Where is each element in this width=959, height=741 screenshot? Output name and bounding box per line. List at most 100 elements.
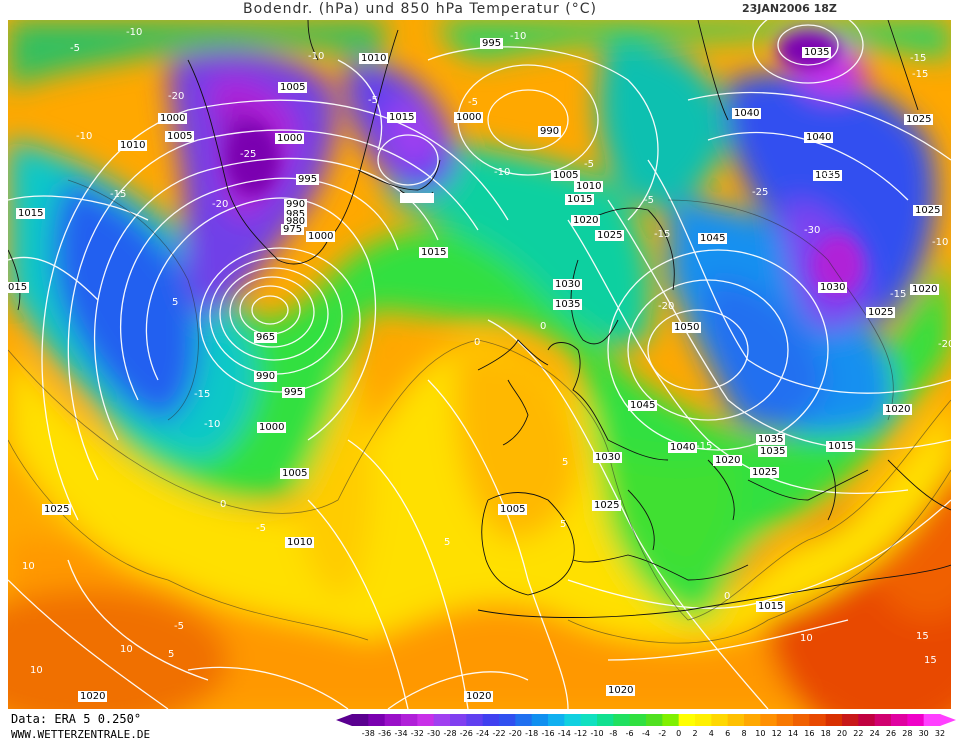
isotherm-label: -5 bbox=[584, 159, 594, 170]
isotherm-label: -15 bbox=[912, 69, 929, 80]
legend-tick-label: -38 bbox=[361, 729, 375, 738]
isobar-label: 1035 bbox=[813, 170, 843, 181]
isobar-label: 1015 bbox=[826, 441, 856, 452]
ice-patch bbox=[400, 193, 434, 203]
isobar-label: 1005 bbox=[551, 170, 581, 181]
legend-swatch bbox=[711, 714, 729, 726]
isotherm-label: -10 bbox=[494, 167, 511, 178]
legend-swatch bbox=[727, 714, 745, 726]
isobar-label: 980 bbox=[284, 216, 308, 227]
isobar-label: 1030 bbox=[553, 279, 583, 290]
isobar-label: 1025 bbox=[913, 205, 943, 216]
isobar-label: 1025 bbox=[595, 230, 625, 241]
isotherm-label: -5 bbox=[644, 195, 654, 206]
isotherm-label: 0 bbox=[474, 337, 481, 348]
legend-swatch bbox=[499, 714, 516, 726]
legend-swatch bbox=[368, 714, 386, 726]
legend-swatch bbox=[384, 714, 402, 726]
legend-tick-label: -18 bbox=[525, 729, 539, 738]
isobar-label: 1015 bbox=[16, 208, 46, 219]
isotherm-label: 0 bbox=[540, 321, 547, 332]
legend-tick-label: -26 bbox=[459, 729, 473, 738]
isobar-label: 1000 bbox=[158, 113, 188, 124]
isobar-label: 1025 bbox=[866, 307, 896, 318]
coastlines bbox=[8, 20, 951, 618]
isobar-label: 1000 bbox=[257, 422, 287, 433]
isobar-label: 1015 bbox=[756, 601, 786, 612]
isotherm-label: -25 bbox=[752, 187, 769, 198]
legend-swatch bbox=[352, 714, 369, 726]
isotherm-label: -20 bbox=[658, 301, 675, 312]
isotherm-label: -20 bbox=[212, 199, 229, 210]
isobar-label: 1035 bbox=[758, 446, 788, 457]
legend-tick-label: 0 bbox=[676, 729, 682, 738]
isobar-label: 995 bbox=[480, 38, 504, 49]
legend-tick-label: 28 bbox=[902, 729, 913, 738]
data-source-label: Data: ERA 5 0.250° bbox=[11, 712, 142, 726]
isotherm-label: -5 bbox=[468, 97, 478, 108]
legend-arrow-right bbox=[940, 714, 956, 726]
isobar-label: 1000 bbox=[454, 112, 484, 123]
isobar-label: 1000 bbox=[275, 133, 305, 144]
isobar-label: 1025 bbox=[904, 114, 934, 125]
isotherm-label: -35 bbox=[820, 169, 837, 180]
isobar-label: 015 bbox=[8, 282, 30, 293]
legend-tick-label: -32 bbox=[410, 729, 424, 738]
legend-tick-label: -16 bbox=[541, 729, 555, 738]
isotherm-label: -20 bbox=[168, 91, 185, 102]
isobar-label: 1015 bbox=[419, 247, 449, 258]
isobar-label: 975 bbox=[281, 224, 305, 235]
legend-tick-label: 2 bbox=[692, 729, 698, 738]
isobar-label: 1030 bbox=[593, 452, 623, 463]
legend-tick-label: 30 bbox=[918, 729, 929, 738]
isobar-label: 1005 bbox=[280, 468, 310, 479]
isotherm-label: 15 bbox=[916, 631, 929, 642]
isobar-label: 1010 bbox=[118, 140, 148, 151]
isobar-label: 1020 bbox=[464, 691, 494, 702]
legend-arrow-left bbox=[336, 714, 352, 726]
legend-swatch bbox=[433, 714, 451, 726]
isobar-label: 1040 bbox=[668, 442, 698, 453]
legend-swatch bbox=[825, 714, 843, 726]
legend-swatch bbox=[401, 714, 418, 726]
isotherm-label: -5 bbox=[368, 95, 378, 106]
isotherm-label: -5 bbox=[174, 621, 184, 632]
legend-tick-label: -12 bbox=[574, 729, 588, 738]
isobar-label: 995 bbox=[282, 387, 306, 398]
legend-swatch bbox=[793, 714, 810, 726]
isotherm-label: -15 bbox=[910, 53, 927, 64]
legend-tick-label: 8 bbox=[741, 729, 747, 738]
legend-swatch bbox=[744, 714, 761, 726]
legend-tick-label: 24 bbox=[869, 729, 880, 738]
isotherm-label: -5 bbox=[70, 43, 80, 54]
legend-tick-label: 4 bbox=[708, 729, 714, 738]
legend-tick-label: 18 bbox=[820, 729, 831, 738]
isotherm-label: -15 bbox=[654, 229, 671, 240]
legend-tick-label: -30 bbox=[427, 729, 441, 738]
legend-swatch bbox=[891, 714, 908, 726]
isobar-label: 1020 bbox=[78, 691, 108, 702]
legend-swatch bbox=[515, 714, 533, 726]
legend-tick-label: -28 bbox=[443, 729, 457, 738]
isobar-label: 1015 bbox=[565, 194, 595, 205]
isotherm-label: -30 bbox=[804, 225, 821, 236]
legend-tick-label: 6 bbox=[725, 729, 731, 738]
map-title-bar: Bodendr. (hPa) und 850 hPa Temperatur (°… bbox=[0, 0, 959, 20]
legend-tick-label: -8 bbox=[609, 729, 618, 738]
isobar-label: 1020 bbox=[606, 685, 636, 696]
legend-swatch bbox=[450, 714, 467, 726]
legend-swatch bbox=[482, 714, 500, 726]
isobar-label: 1040 bbox=[804, 132, 834, 143]
isobar-label: 1020 bbox=[713, 455, 743, 466]
map-date: 23JAN2006 18Z bbox=[742, 2, 837, 15]
isobar-label: 1035 bbox=[802, 47, 832, 58]
isobar-label: 985 bbox=[284, 209, 308, 220]
legend-tick-label: 20 bbox=[836, 729, 848, 738]
isobar-label: 1000 bbox=[306, 231, 336, 242]
isobar-label: 990 bbox=[284, 199, 308, 210]
isotherm-label: 10 bbox=[22, 561, 35, 572]
legend-tick-label: -34 bbox=[394, 729, 408, 738]
legend-swatch bbox=[809, 714, 827, 726]
legend-swatch bbox=[695, 714, 712, 726]
isobar-label: 1010 bbox=[359, 53, 389, 64]
